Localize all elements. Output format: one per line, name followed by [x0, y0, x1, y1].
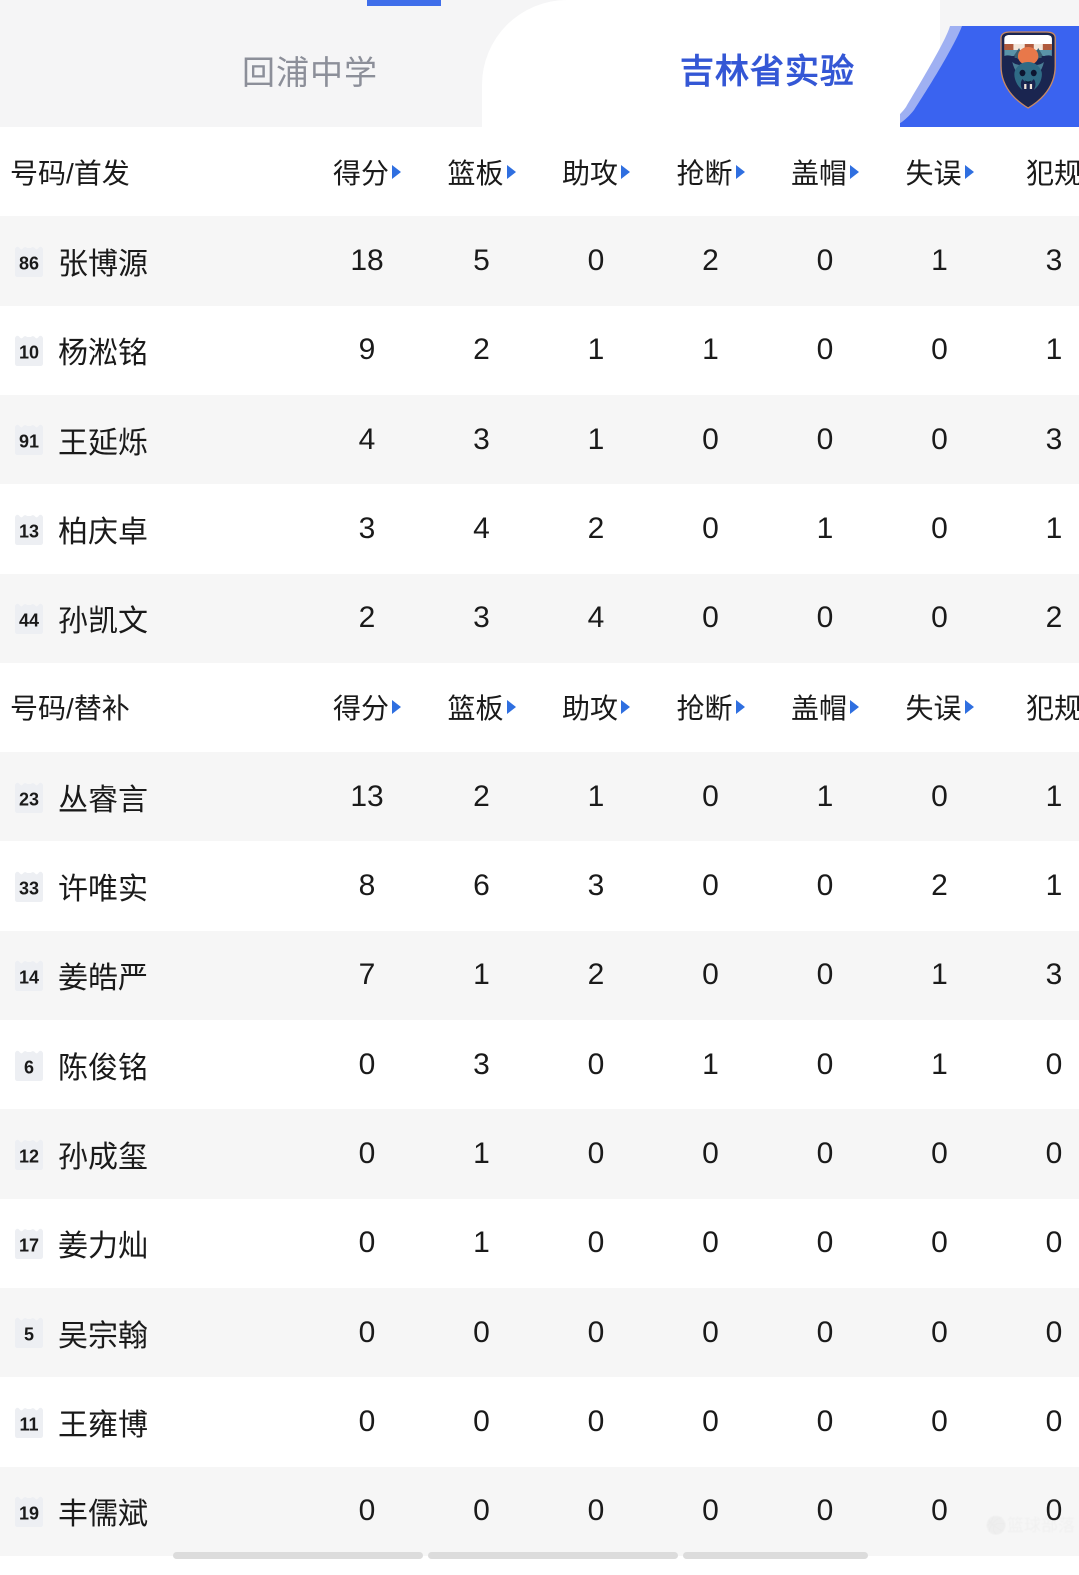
svg-text:10: 10 [19, 343, 39, 363]
svg-text:44: 44 [19, 611, 39, 631]
svg-text:12: 12 [19, 1146, 39, 1166]
svg-text:23: 23 [19, 789, 39, 809]
svg-text:14: 14 [19, 968, 39, 988]
svg-text:19: 19 [19, 1504, 39, 1524]
svg-text:33: 33 [19, 878, 39, 898]
svg-text:11: 11 [19, 1414, 38, 1434]
svg-text:6: 6 [24, 1057, 34, 1077]
svg-text:86: 86 [19, 253, 39, 273]
svg-text:5: 5 [24, 1325, 34, 1345]
svg-text:91: 91 [19, 432, 39, 452]
svg-text:13: 13 [19, 521, 39, 541]
svg-text:17: 17 [19, 1236, 39, 1256]
